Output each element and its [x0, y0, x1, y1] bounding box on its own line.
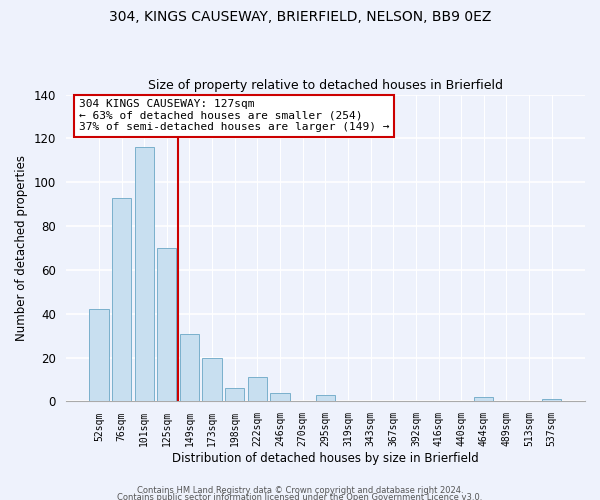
Y-axis label: Number of detached properties: Number of detached properties: [15, 155, 28, 341]
Text: 304, KINGS CAUSEWAY, BRIERFIELD, NELSON, BB9 0EZ: 304, KINGS CAUSEWAY, BRIERFIELD, NELSON,…: [109, 10, 491, 24]
Text: 304 KINGS CAUSEWAY: 127sqm
← 63% of detached houses are smaller (254)
37% of sem: 304 KINGS CAUSEWAY: 127sqm ← 63% of deta…: [79, 99, 389, 132]
Bar: [474, 397, 493, 402]
Bar: [542, 400, 562, 402]
Bar: [134, 147, 154, 402]
Bar: [89, 310, 109, 402]
Bar: [202, 358, 222, 402]
Bar: [316, 395, 335, 402]
Text: Contains HM Land Registry data © Crown copyright and database right 2024.: Contains HM Land Registry data © Crown c…: [137, 486, 463, 495]
Bar: [271, 392, 290, 402]
Title: Size of property relative to detached houses in Brierfield: Size of property relative to detached ho…: [148, 79, 503, 92]
Bar: [248, 378, 267, 402]
X-axis label: Distribution of detached houses by size in Brierfield: Distribution of detached houses by size …: [172, 452, 479, 465]
Bar: [225, 388, 244, 402]
Bar: [180, 334, 199, 402]
Bar: [157, 248, 176, 402]
Text: Contains public sector information licensed under the Open Government Licence v3: Contains public sector information licen…: [118, 494, 482, 500]
Bar: [112, 198, 131, 402]
